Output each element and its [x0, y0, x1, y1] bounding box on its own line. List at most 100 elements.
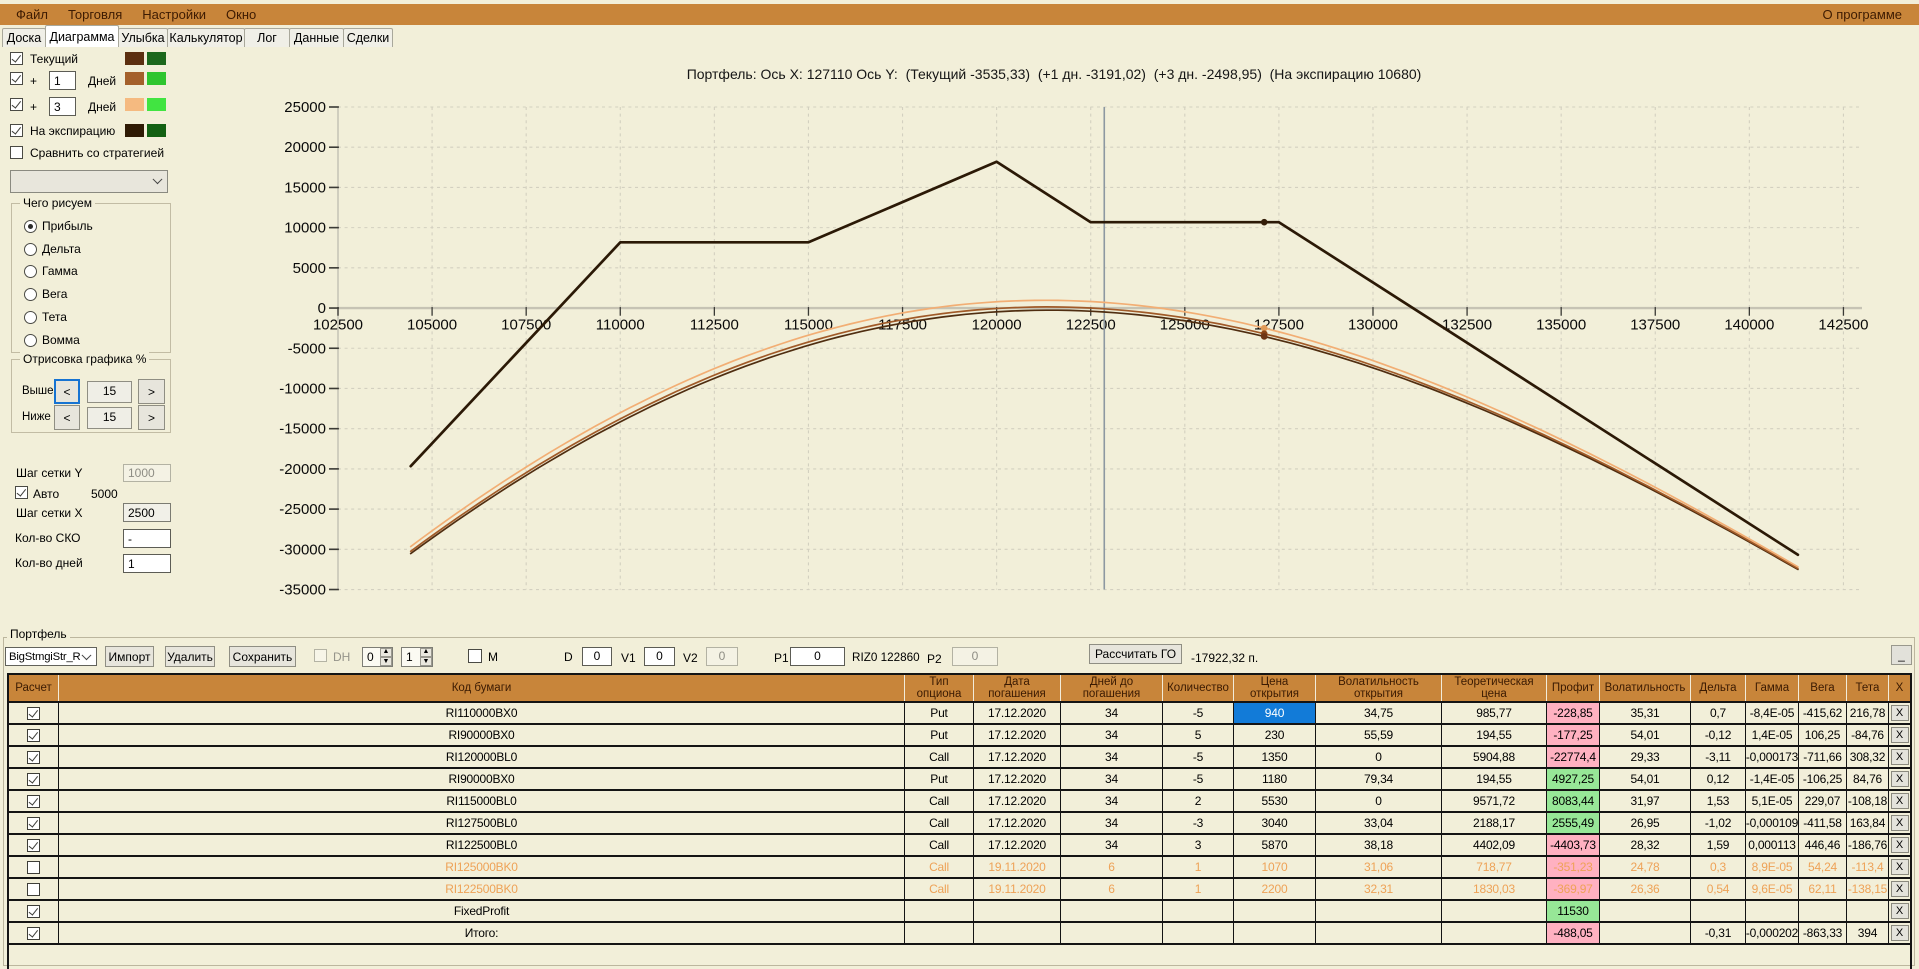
row-cell[interactable] [1163, 923, 1234, 943]
row-cell[interactable]: -186,76 [1847, 835, 1889, 855]
radio-option-3[interactable] [24, 265, 37, 279]
row-cell[interactable]: 0 [1316, 747, 1442, 767]
row-cell[interactable]: 1 [1163, 879, 1234, 899]
row-cell[interactable]: 28,32 [1600, 835, 1691, 855]
row-cell[interactable] [974, 923, 1061, 943]
row-cell[interactable]: -108,18 [1847, 791, 1889, 811]
plus3-days-input[interactable] [49, 97, 76, 116]
column-header-2[interactable]: Код бумаги [59, 675, 905, 701]
row-cell[interactable]: Put [905, 725, 974, 745]
row-cell[interactable]: -138,15 [1847, 879, 1889, 899]
delete-button[interactable]: Удалить [165, 646, 215, 667]
below-value-box[interactable]: 15 [87, 407, 132, 429]
row-cell[interactable]: 1,4E-05 [1746, 725, 1799, 745]
row-cell[interactable]: RI125000BK0 [59, 857, 905, 877]
row-cell[interactable]: 216,78 [1847, 703, 1889, 723]
row-cell[interactable]: -0,000173 [1746, 747, 1799, 767]
row-calc-checkbox[interactable] [27, 772, 40, 786]
row-cell[interactable]: -1,02 [1691, 813, 1746, 833]
row-cell[interactable]: -0,12 [1691, 725, 1746, 745]
row-cell[interactable]: 5870 [1234, 835, 1316, 855]
row-cell[interactable]: 194,55 [1442, 725, 1547, 745]
row-cell[interactable]: 54,01 [1600, 725, 1691, 745]
expiration-color1-swatch[interactable] [125, 124, 144, 137]
row-cell[interactable]: -369,97 [1547, 879, 1600, 899]
row-cell[interactable]: 31,97 [1600, 791, 1691, 811]
row-cell[interactable]: RI90000BX0 [59, 769, 905, 789]
row-cell[interactable]: 6 [1061, 857, 1163, 877]
plus1-color2-swatch[interactable] [147, 72, 166, 85]
row-cell[interactable]: 6 [1061, 879, 1163, 899]
auto-checkbox[interactable] [15, 486, 28, 499]
row-cell[interactable]: 17.12.2020 [974, 791, 1061, 811]
spinner-down-icon[interactable]: ▼ [420, 657, 432, 666]
row-cell[interactable]: 8083,44 [1547, 791, 1600, 811]
compare-checkbox[interactable] [10, 146, 23, 159]
row-cell[interactable]: 2188,17 [1442, 813, 1547, 833]
row-cell[interactable]: RI122500BK0 [59, 879, 905, 899]
plus3-color2-swatch[interactable] [147, 98, 166, 111]
spinner-down-icon[interactable]: ▼ [380, 657, 392, 666]
above-increase-button[interactable]: > [138, 379, 165, 404]
tab-3[interactable]: Улыбка [118, 28, 168, 47]
row-cell[interactable]: Put [905, 769, 974, 789]
save-button[interactable]: Сохранить [229, 646, 296, 667]
v2-field[interactable]: 0 [706, 647, 738, 666]
row-cell[interactable]: -4403,73 [1547, 835, 1600, 855]
row-cell[interactable]: 32,31 [1316, 879, 1442, 899]
row-cell[interactable]: 1350 [1234, 747, 1316, 767]
row-cell[interactable]: 24,78 [1600, 857, 1691, 877]
menu-about[interactable]: О программе [1822, 7, 1902, 22]
row-cell[interactable]: 26,95 [1600, 813, 1691, 833]
row-cell[interactable]: 194,55 [1442, 769, 1547, 789]
row-cell[interactable]: 31,06 [1316, 857, 1442, 877]
row-cell[interactable]: -5 [1163, 769, 1234, 789]
row-cell[interactable]: Put [905, 703, 974, 723]
row-cell[interactable]: 446,46 [1799, 835, 1847, 855]
row-cell[interactable]: 1 [1163, 857, 1234, 877]
row-cell[interactable]: -415,62 [1799, 703, 1847, 723]
row-cell[interactable]: 17.12.2020 [974, 813, 1061, 833]
plus1-days-input[interactable] [49, 71, 76, 90]
column-header-7[interactable]: Цена открытия [1234, 675, 1316, 701]
column-header-16[interactable]: X [1895, 682, 1904, 694]
row-cell[interactable]: -3 [1163, 813, 1234, 833]
row-cell[interactable] [1799, 901, 1847, 921]
row-cell[interactable] [1163, 901, 1234, 921]
row-cell[interactable] [974, 901, 1061, 921]
days-count-input[interactable] [123, 554, 171, 573]
row-cell[interactable]: 1,59 [1691, 835, 1746, 855]
radio-option-5[interactable] [24, 310, 37, 324]
row-cell[interactable] [1061, 901, 1163, 921]
row-cell[interactable]: 11530 [1547, 901, 1600, 921]
above-decrease-button[interactable]: < [54, 379, 80, 404]
tab-2[interactable]: Диаграмма [45, 25, 119, 47]
row-cell[interactable] [1847, 901, 1889, 921]
dh-checkbox[interactable] [314, 649, 327, 662]
row-cell[interactable]: -113,4 [1847, 857, 1889, 877]
p1-field[interactable]: 0 [790, 647, 845, 666]
row-cell[interactable]: Итого: [59, 923, 905, 943]
row-delete-button[interactable]: X [1890, 749, 1909, 765]
row-cell[interactable]: RI90000BX0 [59, 725, 905, 745]
row-cell[interactable]: RI110000BX0 [59, 703, 905, 723]
row-cell[interactable]: 4927,25 [1547, 769, 1600, 789]
row-cell[interactable]: -5 [1163, 747, 1234, 767]
row-cell[interactable]: 34,75 [1316, 703, 1442, 723]
column-header-8[interactable]: Волатильность открытия [1316, 675, 1442, 701]
row-cell[interactable]: 0,54 [1691, 879, 1746, 899]
calc-go-button[interactable]: Рассчитать ГО [1089, 644, 1182, 664]
row-cell[interactable]: 34 [1061, 769, 1163, 789]
row-cell[interactable]: 9,6E-05 [1746, 879, 1799, 899]
row-cell[interactable]: 79,34 [1316, 769, 1442, 789]
column-header-11[interactable]: Волатильность [1600, 675, 1691, 701]
row-cell[interactable] [1234, 923, 1316, 943]
row-cell[interactable]: 394 [1847, 923, 1889, 943]
row-cell[interactable] [1691, 901, 1746, 921]
row-cell[interactable]: -84,76 [1847, 725, 1889, 745]
dh-spinner-2[interactable]: 1 ▲ ▼ [401, 647, 433, 667]
compare-strategy-select[interactable] [10, 170, 168, 193]
row-cell[interactable] [1316, 901, 1442, 921]
row-cell[interactable]: 163,84 [1847, 813, 1889, 833]
row-cell[interactable]: Call [905, 813, 974, 833]
